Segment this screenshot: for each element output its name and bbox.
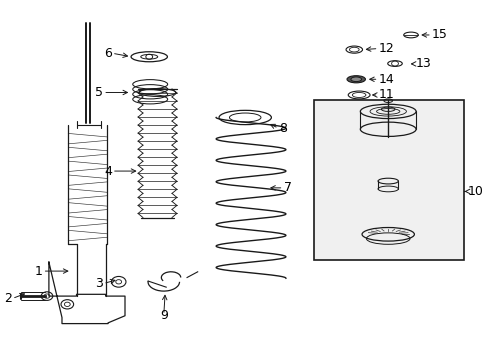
Text: 1: 1 bbox=[35, 265, 42, 278]
Text: 7: 7 bbox=[283, 181, 291, 194]
Text: 13: 13 bbox=[415, 57, 431, 71]
Text: 10: 10 bbox=[467, 185, 483, 198]
Ellipse shape bbox=[350, 77, 361, 82]
Text: 11: 11 bbox=[378, 89, 393, 102]
Text: 2: 2 bbox=[4, 292, 12, 305]
Text: 15: 15 bbox=[431, 28, 447, 41]
Text: 4: 4 bbox=[104, 165, 112, 177]
Text: 6: 6 bbox=[104, 47, 112, 60]
Bar bbox=[313, 100, 464, 260]
Text: 9: 9 bbox=[160, 309, 167, 321]
Text: 3: 3 bbox=[95, 277, 103, 290]
Text: 5: 5 bbox=[95, 86, 103, 99]
Text: 8: 8 bbox=[278, 122, 286, 135]
Text: 12: 12 bbox=[378, 42, 393, 55]
Text: 14: 14 bbox=[378, 73, 393, 86]
Ellipse shape bbox=[346, 76, 365, 83]
